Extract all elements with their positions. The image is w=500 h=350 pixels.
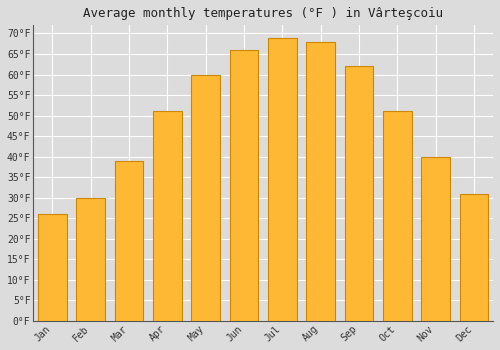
Bar — [306, 42, 335, 321]
Bar — [383, 111, 412, 321]
Bar — [153, 111, 182, 321]
Bar — [460, 194, 488, 321]
Bar — [421, 156, 450, 321]
Title: Average monthly temperatures (°F ) in Vârteşcoiu: Average monthly temperatures (°F ) in Vâ… — [83, 7, 443, 20]
Bar — [76, 198, 105, 321]
Bar — [114, 161, 144, 321]
Bar — [192, 75, 220, 321]
Bar — [230, 50, 258, 321]
Bar — [268, 37, 296, 321]
Bar — [344, 66, 374, 321]
Bar — [38, 214, 67, 321]
